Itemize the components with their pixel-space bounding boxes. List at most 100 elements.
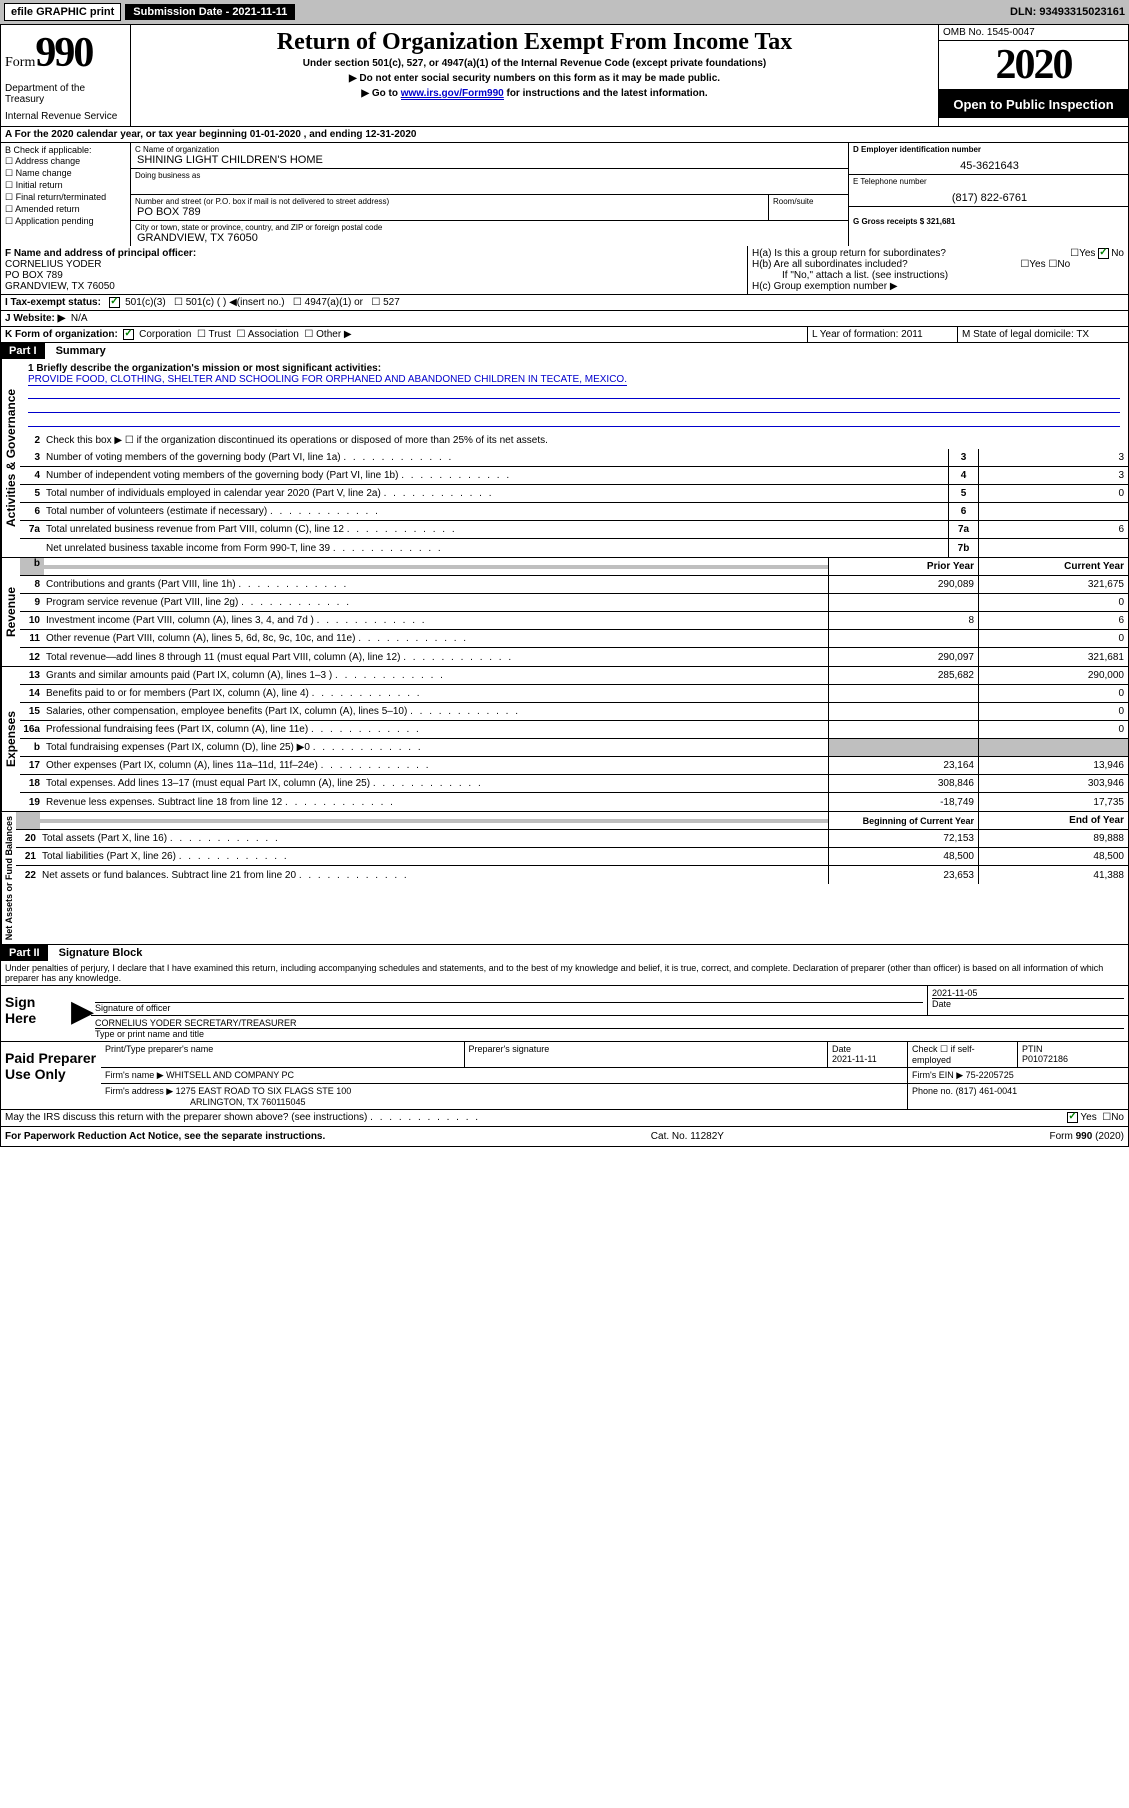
arrow-icon: ▶ [71, 986, 91, 1041]
line-19: 19Revenue less expenses. Subtract line 1… [20, 793, 1128, 811]
prep-ptin: PTINP01072186 [1018, 1042, 1128, 1067]
prep-date: Date2021-11-11 [828, 1042, 908, 1067]
part1-expenses: Expenses 13Grants and similar amounts pa… [0, 667, 1129, 812]
ein-box: D Employer identification number 45-3621… [849, 143, 1128, 175]
irs-link[interactable]: www.irs.gov/Form990 [401, 88, 504, 100]
sign-here-label: Sign Here [1, 986, 71, 1041]
website: N/A [71, 313, 88, 324]
check-501c3[interactable] [109, 297, 120, 308]
part1-header: Part I Summary [0, 343, 1129, 359]
form-number: Form990 [5, 29, 126, 77]
sig-name: CORNELIUS YODER SECRETARY/TREASURER [95, 1018, 1124, 1028]
check-initial[interactable]: ☐ Initial return [5, 180, 126, 191]
vtext-net: Net Assets or Fund Balances [1, 812, 16, 944]
paid-preparer-section: Paid Preparer Use Only Print/Type prepar… [0, 1042, 1129, 1110]
sig-officer-label: Signature of officer [95, 1002, 923, 1013]
col-headers-rev: b Prior Year Current Year [20, 558, 1128, 576]
line-b: bTotal fundraising expenses (Part IX, co… [20, 739, 1128, 757]
efile-print-button[interactable]: efile GRAPHIC print [4, 3, 121, 21]
part2-header: Part II Signature Block [0, 945, 1129, 961]
line-3: 3Number of voting members of the governi… [20, 449, 1128, 467]
check-address[interactable]: ☐ Address change [5, 156, 126, 167]
line-17: 17Other expenses (Part IX, column (A), l… [20, 757, 1128, 775]
open-to-public: Open to Public Inspection [939, 91, 1128, 118]
section-bcde: B Check if applicable: ☐ Address change … [0, 143, 1129, 246]
check-name[interactable]: ☐ Name change [5, 168, 126, 179]
section-b-checkboxes: B Check if applicable: ☐ Address change … [1, 143, 131, 246]
org-name-box: C Name of organization SHINING LIGHT CHI… [131, 143, 848, 169]
section-klm: K Form of organization: Corporation ☐ Tr… [0, 327, 1129, 343]
address: PO BOX 789 [135, 206, 764, 218]
col-headers-net: Beginning of Current Year End of Year [16, 812, 1128, 830]
instruction-link: ▶ Go to www.irs.gov/Form990 for instruct… [361, 88, 707, 99]
submission-date: Submission Date - 2021-11-11 [125, 4, 295, 20]
check-amended[interactable]: ☐ Amended return [5, 204, 126, 215]
officer-name: CORNELIUS YODER [5, 259, 743, 270]
prep-sig-h: Preparer's signature [465, 1042, 829, 1067]
footer-paperwork: For Paperwork Reduction Act Notice, see … [5, 1131, 325, 1142]
form-title: Return of Organization Exempt From Incom… [277, 29, 793, 56]
city-box: City or town, state or province, country… [131, 221, 848, 246]
officer-addr1: PO BOX 789 [5, 270, 743, 281]
omb-number: OMB No. 1545-0047 [939, 25, 1128, 41]
firm-name: Firm's name ▶ WHITSELL AND COMPANY PC [101, 1068, 908, 1083]
discuss-row: May the IRS discuss this return with the… [0, 1110, 1129, 1126]
line-6: 6Total number of volunteers (estimate if… [20, 503, 1128, 521]
line-10: 10Investment income (Part VIII, column (… [20, 612, 1128, 630]
instruction-ssn: ▶ Do not enter social security numbers o… [349, 73, 720, 84]
vtext-rev: Revenue [1, 558, 20, 666]
vtext-ag: Activities & Governance [1, 359, 20, 557]
gross-receipts: G Gross receipts $ 321,681 [849, 207, 1128, 228]
state-domicile: M State of legal domicile: TX [958, 327, 1128, 342]
line-5: 5Total number of individuals employed in… [20, 485, 1128, 503]
hb-note: If "No," attach a list. (see instruction… [752, 270, 1124, 281]
tel-box: E Telephone number (817) 822-6761 [849, 175, 1128, 207]
tax-year: 2020 [939, 41, 1128, 91]
sig-date: 2021-11-05 [932, 988, 1124, 998]
part1-revenue: Revenue b Prior Year Current Year 8Contr… [0, 558, 1129, 667]
line-22: 22Net assets or fund balances. Subtract … [16, 866, 1128, 884]
line-9: 9Program service revenue (Part VIII, lin… [20, 594, 1128, 612]
line-12: 12Total revenue—add lines 8 through 11 (… [20, 648, 1128, 666]
line1-mission: 1 Briefly describe the organization's mi… [20, 359, 1128, 431]
prep-name-h: Print/Type preparer's name [101, 1042, 465, 1067]
line-14: 14Benefits paid to or for members (Part … [20, 685, 1128, 703]
part1-activities-governance: Activities & Governance 1 Briefly descri… [0, 359, 1129, 558]
part1-net-assets: Net Assets or Fund Balances Beginning of… [0, 812, 1129, 945]
firm-addr: Firm's address ▶ 1275 EAST ROAD TO SIX F… [101, 1084, 908, 1109]
officer-addr2: GRANDVIEW, TX 76050 [5, 281, 743, 292]
declaration: Under penalties of perjury, I declare th… [0, 961, 1129, 986]
check-corp[interactable] [123, 329, 134, 340]
irs: Internal Revenue Service [5, 111, 126, 122]
line2: 2Check this box ▶ ☐ if the organization … [20, 431, 1128, 449]
dba-box: Doing business as [131, 169, 848, 195]
prep-self-emp: Check ☐ if self-employed [908, 1042, 1018, 1067]
check-pending[interactable]: ☐ Application pending [5, 216, 126, 227]
discuss-yes[interactable] [1067, 1112, 1078, 1123]
line-7b: Net unrelated business taxable income fr… [20, 539, 1128, 557]
dept-treasury: Department of the Treasury [5, 83, 126, 105]
paid-preparer-label: Paid Preparer Use Only [1, 1042, 101, 1109]
row-a-tax-year: A For the 2020 calendar year, or tax yea… [0, 127, 1129, 143]
firm-phone: Phone no. (817) 461-0041 [908, 1084, 1128, 1109]
section-j: J Website: ▶ N/A [0, 311, 1129, 327]
topbar: efile GRAPHIC print Submission Date - 20… [0, 0, 1129, 24]
section-fh: F Name and address of principal officer:… [0, 246, 1129, 295]
city: GRANDVIEW, TX 76050 [135, 232, 844, 244]
section-i: I Tax-exempt status: 501(c)(3) ☐ 501(c) … [0, 295, 1129, 311]
line-8: 8Contributions and grants (Part VIII, li… [20, 576, 1128, 594]
hb-subordinates: H(b) Are all subordinates included? ☐Yes… [752, 259, 1124, 270]
sig-date-label: Date [932, 998, 1124, 1009]
line-16a: 16aProfessional fundraising fees (Part I… [20, 721, 1128, 739]
line-20: 20Total assets (Part X, line 16) 72,1538… [16, 830, 1128, 848]
hc-exemption: H(c) Group exemption number ▶ [752, 281, 1124, 292]
dln: DLN: 93493315023161 [1010, 6, 1125, 18]
officer-label: F Name and address of principal officer: [5, 248, 743, 259]
footer-form: Form 990 (2020) [1050, 1131, 1124, 1142]
footer-catno: Cat. No. 11282Y [651, 1131, 724, 1142]
sig-name-label: Type or print name and title [95, 1028, 1124, 1039]
org-name: SHINING LIGHT CHILDREN'S HOME [135, 154, 844, 166]
check-final[interactable]: ☐ Final return/terminated [5, 192, 126, 203]
line-4: 4Number of independent voting members of… [20, 467, 1128, 485]
line-15: 15Salaries, other compensation, employee… [20, 703, 1128, 721]
